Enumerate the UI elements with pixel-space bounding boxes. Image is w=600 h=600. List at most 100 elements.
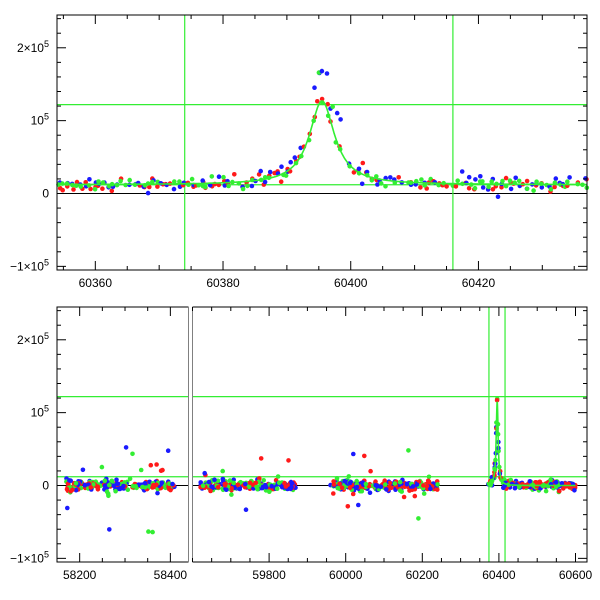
blue-point xyxy=(572,488,577,493)
blue-point xyxy=(375,182,380,187)
red-point xyxy=(466,186,472,191)
red-point xyxy=(373,479,378,484)
red-point xyxy=(154,462,159,467)
red-point xyxy=(100,186,105,191)
blue-point xyxy=(258,168,264,174)
green-point xyxy=(150,179,155,185)
red-point xyxy=(95,487,101,492)
green-point xyxy=(109,478,115,484)
blue-point xyxy=(121,483,126,489)
green-point xyxy=(200,483,206,489)
green-point xyxy=(127,177,132,183)
green-point xyxy=(107,482,112,488)
blue-point xyxy=(351,451,356,457)
red-point xyxy=(524,178,530,184)
blue-point xyxy=(553,479,559,485)
x-tick-label: 60200 xyxy=(406,568,440,582)
red-point xyxy=(412,493,418,499)
blue-point xyxy=(209,484,214,489)
green-point xyxy=(102,478,108,484)
red-point xyxy=(247,480,253,486)
green-point xyxy=(500,178,505,184)
red-point xyxy=(325,101,331,107)
blue-point xyxy=(324,71,330,76)
red-point xyxy=(347,485,353,491)
red-point xyxy=(109,188,115,194)
red-point xyxy=(83,180,88,185)
blue-point xyxy=(123,445,129,450)
blue-point xyxy=(111,483,116,489)
red-point xyxy=(401,494,407,500)
green-point xyxy=(229,492,234,497)
green-point xyxy=(138,467,144,473)
x-tick-label: 60600 xyxy=(559,568,593,582)
green-point xyxy=(480,179,485,184)
green-point xyxy=(346,474,352,479)
green-point xyxy=(133,484,138,489)
blue-point xyxy=(200,178,205,183)
bottom-plot-frame-right xyxy=(192,306,588,563)
red-point xyxy=(362,453,367,459)
red-point xyxy=(215,485,221,490)
green-point xyxy=(426,474,432,480)
green-point xyxy=(455,178,461,183)
green-point xyxy=(73,481,79,486)
blue-point xyxy=(202,470,207,476)
green-point xyxy=(221,174,226,180)
red-point xyxy=(494,398,500,403)
blue-point xyxy=(289,481,295,486)
blue-point xyxy=(289,484,294,490)
green-point xyxy=(240,186,246,192)
blue-point xyxy=(466,174,472,180)
green-point xyxy=(99,464,105,470)
blue-point xyxy=(367,490,373,496)
green-point xyxy=(354,478,360,484)
blue-point xyxy=(288,159,294,165)
blue-point xyxy=(388,175,393,180)
red-point xyxy=(350,491,356,497)
green-point xyxy=(215,478,221,484)
bottom-panel: 58200 58400 59800 60000 60200 60400 60600 −1×10… xyxy=(10,306,593,582)
bottom-plot-frame-left xyxy=(56,306,189,563)
blue-point xyxy=(243,507,249,512)
green-point xyxy=(369,178,375,183)
top-panel: 60360 60380 60400 60420 −1×105 0 105 2×105 xyxy=(10,14,590,290)
blue-point xyxy=(356,502,361,508)
green-point xyxy=(531,188,536,193)
blue-point xyxy=(279,164,284,169)
green-point xyxy=(92,186,98,192)
green-point xyxy=(416,516,421,521)
blue-point xyxy=(342,478,348,484)
blue-point xyxy=(414,482,420,487)
green-point xyxy=(435,482,440,487)
blue-point xyxy=(338,117,343,122)
red-point xyxy=(524,483,530,489)
blue-point xyxy=(145,190,151,196)
green-point xyxy=(254,484,259,489)
blue-point xyxy=(68,478,73,484)
x-tick-label: 58200 xyxy=(63,568,97,582)
x-tick-label: 60420 xyxy=(462,276,496,290)
green-point xyxy=(378,181,384,186)
blue-point xyxy=(159,480,165,486)
blue-point xyxy=(512,485,518,491)
green-point xyxy=(220,468,225,474)
red-point xyxy=(499,185,504,190)
blue-point xyxy=(410,484,416,489)
blue-point xyxy=(243,481,248,487)
blue-point xyxy=(508,186,514,192)
x-tick-label: 58400 xyxy=(154,568,188,582)
x-tick-label: 59800 xyxy=(252,568,286,582)
blue-point xyxy=(87,177,92,182)
green-point xyxy=(227,478,233,483)
red-point xyxy=(368,468,373,474)
blue-point xyxy=(115,481,121,487)
red-point xyxy=(283,484,289,489)
green-point xyxy=(275,474,281,479)
green-point xyxy=(113,488,118,494)
blue-point xyxy=(347,480,353,486)
blue-point xyxy=(263,484,269,490)
red-point xyxy=(154,482,159,488)
red-point xyxy=(286,458,291,463)
